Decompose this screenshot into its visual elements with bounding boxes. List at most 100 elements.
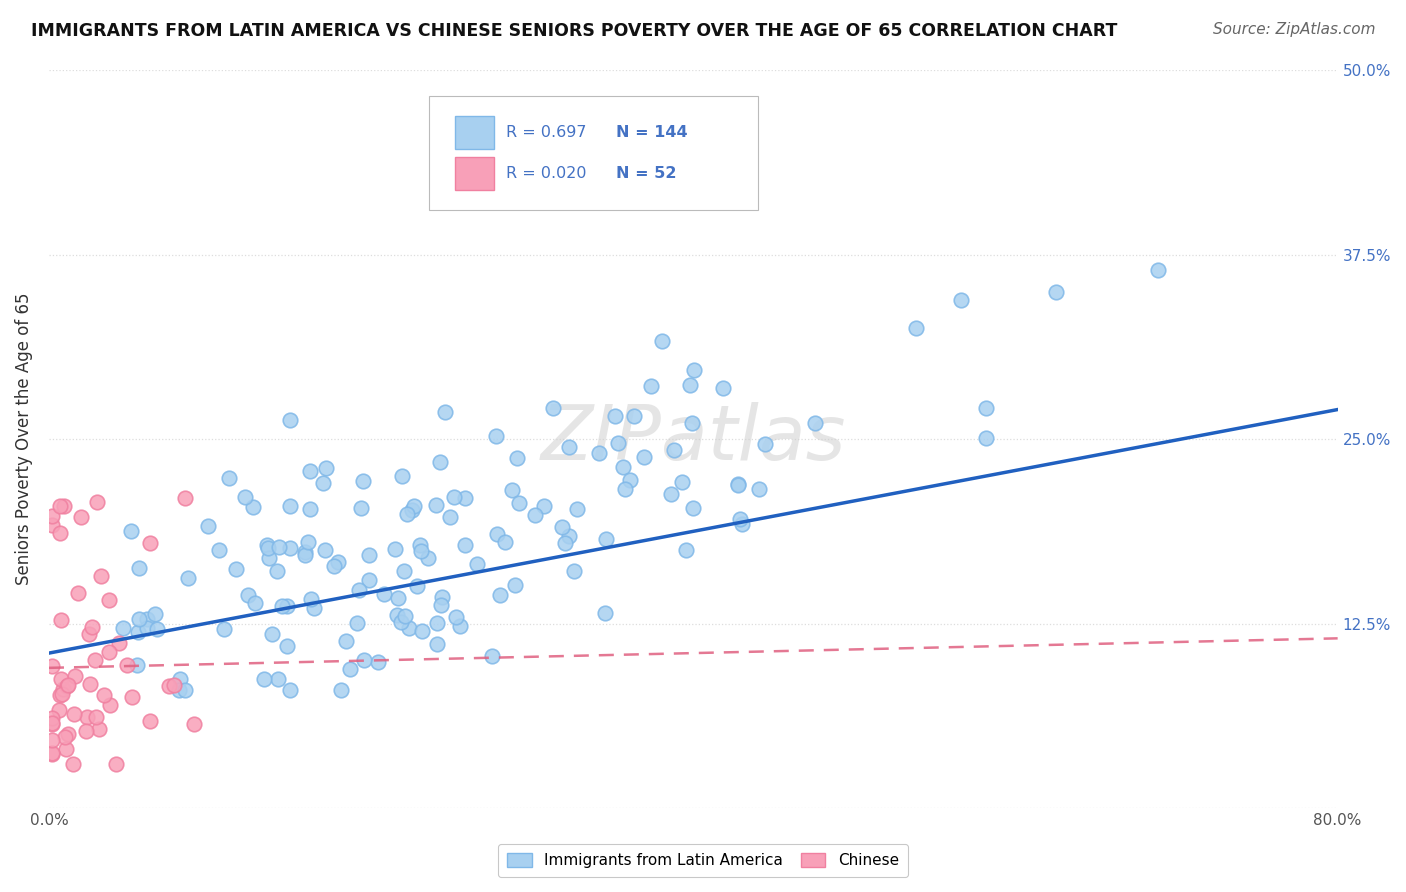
Point (49, 525, 72, 540)
Point (373, 587, 395, 601)
Point (352, 474, 374, 488)
Point (326, 555, 349, 569)
Point (727, 477, 749, 491)
Y-axis label: Seniors Poverty Over the Age of 65: Seniors Poverty Over the Age of 65 (15, 293, 32, 585)
Point (135, 612, 157, 626)
Point (138, 536, 160, 550)
Point (299, 464, 322, 478)
Point (298, 502, 321, 516)
Text: R = 0.020: R = 0.020 (506, 166, 586, 181)
Point (41, 716, 63, 731)
Point (146, 623, 169, 637)
Point (681, 416, 703, 430)
Point (453, 491, 475, 505)
Point (349, 583, 371, 598)
Point (225, 561, 247, 575)
Point (651, 334, 673, 348)
Point (430, 599, 453, 613)
Point (62, 707, 84, 722)
Point (349, 501, 371, 516)
Point (41, 716, 63, 731)
Point (169, 683, 191, 698)
Point (398, 621, 420, 635)
Point (465, 558, 488, 572)
Point (53, 730, 76, 744)
Point (335, 634, 357, 648)
Point (208, 543, 231, 558)
Point (105, 756, 128, 771)
Point (108, 636, 131, 650)
Point (323, 559, 346, 574)
Point (48, 703, 70, 717)
Point (253, 672, 276, 686)
Text: R = 0.697: R = 0.697 (506, 125, 586, 140)
Point (804, 416, 827, 430)
Point (271, 599, 294, 613)
Point (754, 436, 776, 450)
Point (311, 476, 333, 491)
Point (633, 450, 655, 464)
Point (640, 379, 662, 393)
Point (679, 378, 702, 392)
Point (503, 577, 526, 591)
Point (330, 683, 353, 698)
Point (49, 613, 72, 627)
Point (429, 455, 451, 469)
Point (974, 401, 997, 415)
Point (98, 645, 121, 659)
Point (111, 621, 134, 635)
Point (294, 549, 316, 563)
Point (731, 516, 754, 531)
Point (52, 681, 75, 696)
Point (127, 625, 149, 640)
Point (62, 756, 84, 771)
Point (299, 592, 322, 607)
Point (728, 512, 751, 526)
Point (80, 620, 103, 634)
Point (387, 608, 409, 623)
Point (86, 495, 108, 509)
Point (302, 601, 325, 615)
Point (711, 381, 734, 395)
Text: ZIPatlas: ZIPatlas (541, 402, 846, 476)
Legend: Immigrants from Latin America, Chinese: Immigrants from Latin America, Chinese (498, 844, 908, 877)
Point (506, 450, 529, 465)
Point (97, 592, 120, 607)
Point (392, 565, 415, 579)
Point (593, 606, 616, 620)
Point (314, 543, 336, 558)
Point (163, 678, 186, 692)
Point (359, 573, 381, 587)
Point (89, 569, 111, 583)
Point (905, 321, 928, 335)
Point (1045, 285, 1067, 299)
Point (77, 627, 100, 641)
Point (41, 711, 63, 725)
Point (242, 500, 264, 515)
Point (367, 655, 389, 669)
Point (41, 746, 63, 760)
Point (588, 446, 610, 460)
Point (409, 544, 432, 558)
Point (278, 499, 301, 513)
Point (1147, 263, 1170, 277)
Text: IMMIGRANTS FROM LATIN AMERICA VS CHINESE SENIORS POVERTY OVER THE AGE OF 65 CORR: IMMIGRANTS FROM LATIN AMERICA VS CHINESE… (31, 22, 1118, 40)
Point (541, 401, 564, 415)
Point (444, 610, 467, 624)
Point (623, 409, 645, 423)
Point (485, 527, 508, 541)
Point (128, 561, 150, 575)
Point (173, 491, 195, 506)
Point (551, 520, 574, 534)
Point (278, 541, 301, 555)
Point (157, 679, 180, 693)
Point (56, 677, 79, 691)
Point (93, 689, 115, 703)
Point (439, 509, 461, 524)
Point (41, 747, 63, 761)
Point (79, 677, 101, 691)
Point (671, 475, 693, 489)
Point (83, 653, 105, 667)
Point (558, 440, 581, 454)
Point (501, 483, 523, 497)
